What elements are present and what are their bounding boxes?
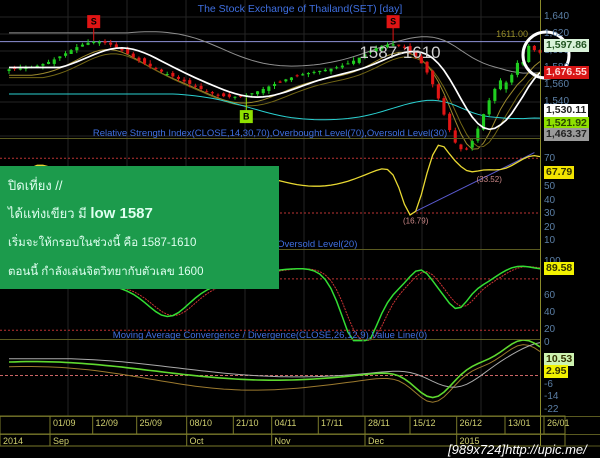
svg-text:S: S (390, 17, 396, 27)
svg-text:1611.00: 1611.00 (496, 29, 528, 39)
svg-text:(33.52): (33.52) (477, 175, 503, 184)
svg-text:B: B (243, 112, 250, 122)
svg-text:(16.79): (16.79) (403, 216, 429, 225)
svg-text:S: S (91, 17, 97, 27)
svg-text:1587-1610: 1587-1610 (359, 43, 440, 62)
